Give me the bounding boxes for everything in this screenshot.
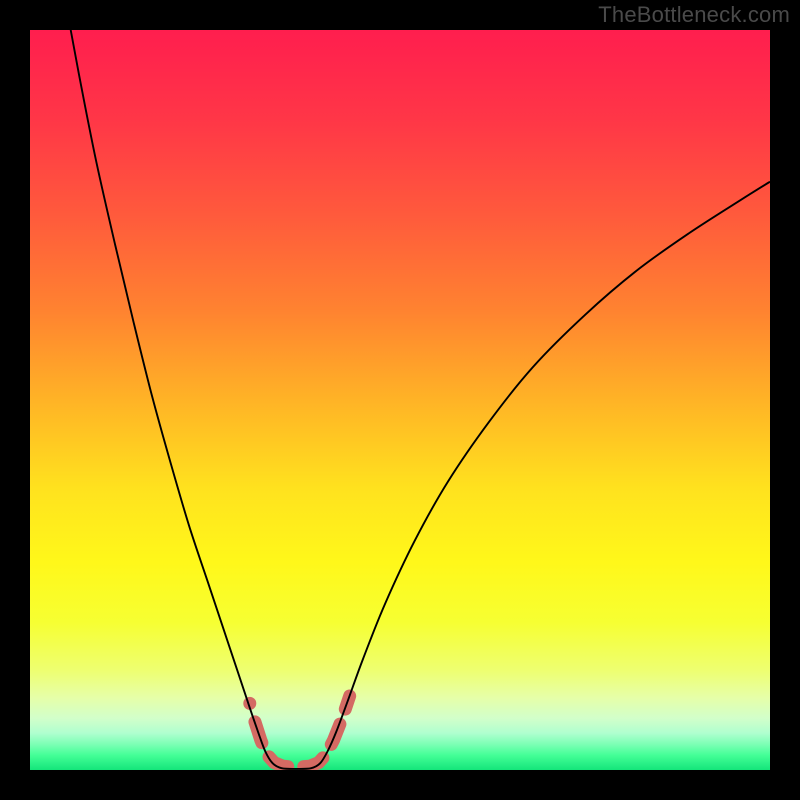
chart-svg — [0, 0, 800, 800]
plot-background — [30, 30, 770, 770]
chart-stage: TheBottleneck.com — [0, 0, 800, 800]
